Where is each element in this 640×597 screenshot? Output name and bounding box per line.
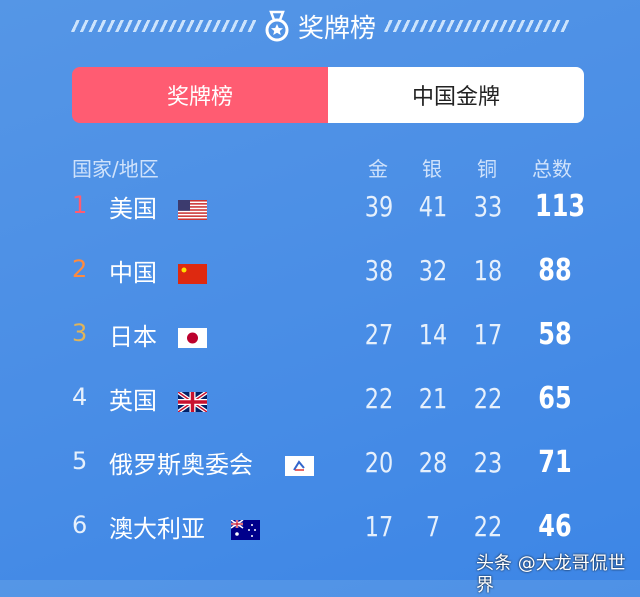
table-row[interactable]: 4 英国 22 21 22 65 [0, 382, 640, 422]
flag-gb-icon [176, 390, 209, 414]
gold-count: 22 [364, 382, 394, 415]
country-name: 俄罗斯奥委会 [109, 451, 253, 479]
total-count: 65 [538, 381, 572, 416]
header: 奖牌榜 [0, 6, 640, 46]
medal-icon [265, 10, 289, 42]
col-bronze: 铜 [477, 157, 497, 181]
table-row[interactable]: 5 俄罗斯奥委会 20 28 23 71 [0, 446, 640, 486]
country-name: 日本 [109, 323, 157, 351]
silver-count: 7 [425, 510, 441, 543]
total-count: 58 [538, 317, 572, 352]
bronze-count: 23 [473, 446, 503, 479]
gold-count: 38 [364, 254, 394, 287]
country-name: 中国 [109, 259, 157, 287]
flag-us-icon [178, 200, 207, 221]
table-row[interactable]: 2 中国 38 32 18 88 [0, 254, 640, 294]
col-country: 国家/地区 [72, 157, 159, 181]
table-row[interactable]: 6 澳大利亚 17 7 22 46 [0, 510, 640, 550]
gold-count: 17 [364, 510, 394, 543]
gold-count: 39 [364, 190, 394, 223]
total-count: 46 [538, 509, 572, 544]
silver-count: 14 [418, 318, 448, 351]
table-row[interactable]: 1 美国 39 41 33 113 [0, 190, 640, 230]
bronze-count: 17 [473, 318, 503, 351]
silver-count: 28 [418, 446, 448, 479]
bronze-count: 18 [473, 254, 503, 287]
decorative-stripes [384, 20, 569, 32]
rank: 1 [72, 191, 88, 219]
silver-count: 32 [418, 254, 448, 287]
flag-roc-icon [285, 456, 314, 476]
flag-au-icon [230, 519, 260, 540]
col-gold: 金 [368, 157, 388, 181]
watermark: 头条 @大龙哥侃世界 [476, 553, 626, 596]
rank: 5 [72, 447, 88, 475]
silver-count: 21 [418, 382, 448, 415]
country-name: 美国 [109, 195, 157, 223]
total-count: 71 [538, 445, 572, 480]
country-name: 英国 [109, 387, 157, 415]
rank: 3 [72, 319, 88, 347]
tab-bar: 奖牌榜 中国金牌 [72, 67, 584, 123]
tab-china-gold[interactable]: 中国金牌 [328, 67, 584, 123]
decorative-stripes [70, 20, 256, 32]
page-title: 奖牌榜 [297, 13, 376, 44]
silver-count: 41 [418, 190, 448, 223]
country-name: 澳大利亚 [109, 515, 205, 543]
col-silver: 银 [422, 157, 442, 181]
bronze-count: 33 [473, 190, 503, 223]
total-count: 88 [538, 253, 572, 288]
bronze-count: 22 [473, 510, 503, 543]
flag-jp-icon [178, 328, 207, 348]
tab-medal-table[interactable]: 奖牌榜 [72, 67, 328, 123]
gold-count: 20 [364, 446, 394, 479]
table-row[interactable]: 3 日本 27 14 17 58 [0, 318, 640, 358]
gold-count: 27 [364, 318, 394, 351]
rank: 4 [72, 383, 88, 411]
flag-cn-icon [178, 264, 207, 284]
column-headers: 国家/地区 金 银 铜 总数 [0, 153, 640, 181]
col-total: 总数 [532, 157, 572, 181]
rank: 6 [72, 511, 88, 539]
bronze-count: 22 [473, 382, 503, 415]
rank: 2 [72, 255, 88, 283]
total-count: 113 [535, 189, 586, 224]
